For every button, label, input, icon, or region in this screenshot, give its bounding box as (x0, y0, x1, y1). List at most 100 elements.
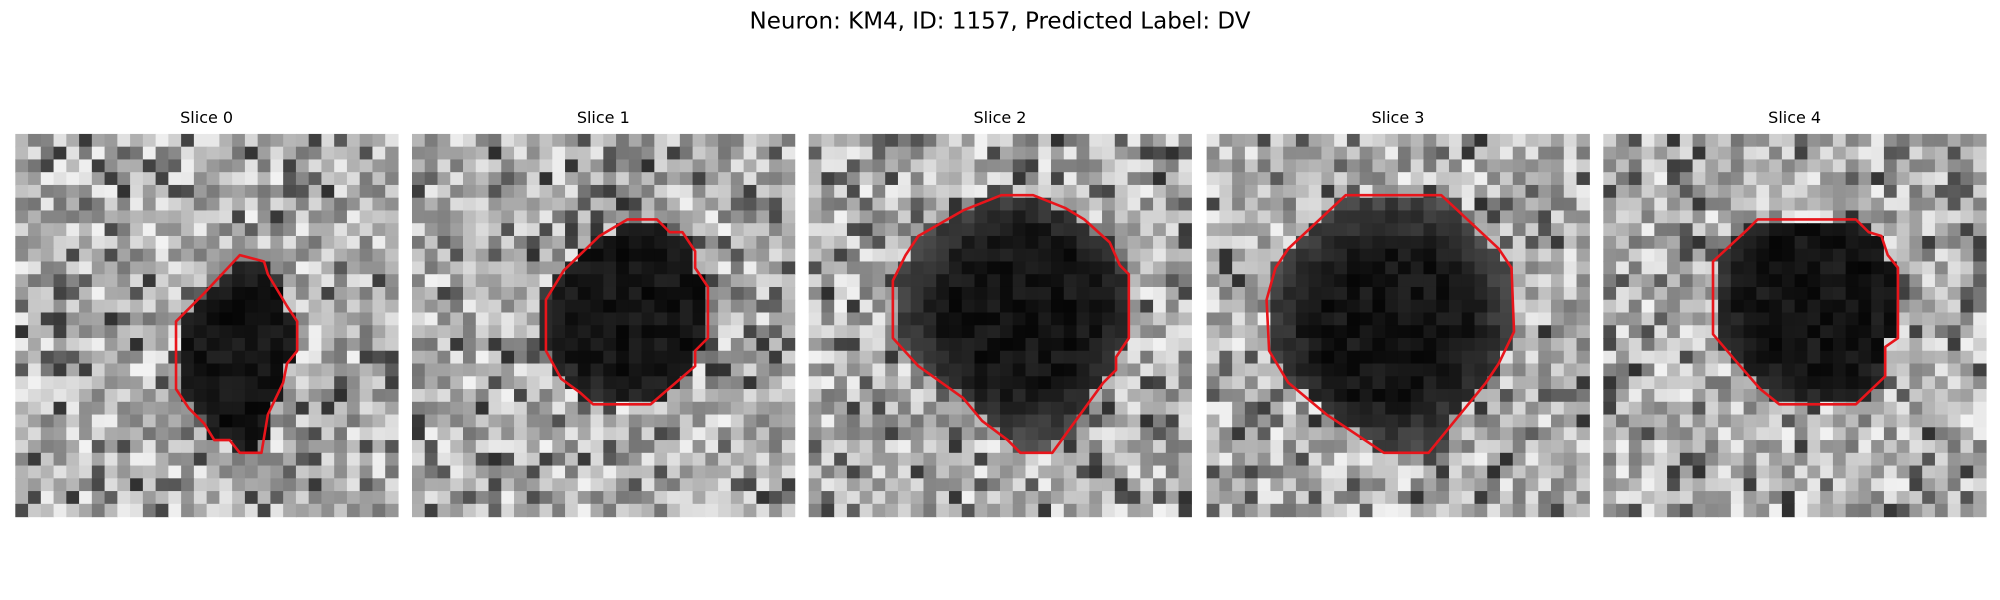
pixel (1140, 223, 1154, 237)
pixel (1667, 235, 1681, 250)
pixel (1845, 452, 1860, 467)
pixel (539, 414, 553, 428)
pixel (117, 338, 131, 352)
pixel (718, 235, 732, 250)
pixel (424, 172, 439, 186)
pixel (577, 350, 592, 365)
pixel (244, 159, 259, 173)
pixel (104, 401, 118, 416)
pixel (1334, 414, 1348, 428)
pixel (1461, 414, 1476, 428)
pixel (1563, 503, 1578, 518)
pixel (1334, 299, 1348, 314)
pixel (232, 210, 246, 224)
pixel (679, 478, 694, 492)
pixel (411, 465, 426, 479)
pixel (1000, 491, 1014, 505)
pixel (219, 312, 233, 326)
pixel (1153, 286, 1167, 301)
pixel (948, 235, 963, 250)
pixel (1832, 427, 1847, 441)
pixel (667, 401, 681, 416)
pixel (1960, 363, 1974, 377)
pixel (1283, 350, 1297, 365)
pixel (1178, 223, 1192, 237)
pixel (705, 401, 719, 416)
pixel (28, 184, 42, 199)
pixel (1551, 350, 1565, 365)
pixel (142, 312, 157, 326)
pixel (53, 286, 67, 301)
pixel (1858, 491, 1872, 505)
pixel (923, 465, 937, 479)
pixel (1295, 452, 1310, 467)
pixel (834, 286, 848, 301)
pixel (1461, 440, 1476, 454)
pixel (974, 491, 988, 505)
pixel (1576, 389, 1590, 403)
pixel (730, 159, 745, 173)
pixel (1127, 248, 1141, 263)
pixel (1654, 414, 1668, 428)
pixel (756, 235, 770, 250)
pixel (155, 491, 169, 505)
pixel (308, 248, 323, 263)
pixel (1102, 299, 1116, 314)
pixel (450, 338, 464, 352)
pixel (91, 363, 106, 377)
pixel (1654, 223, 1668, 237)
pixel (488, 172, 502, 186)
pixel (295, 146, 310, 161)
pixel (743, 210, 757, 224)
pixel (846, 146, 861, 161)
pixel (1960, 299, 1974, 314)
pixel (514, 197, 528, 212)
pixel (1743, 299, 1757, 314)
pixel (193, 427, 208, 441)
pixel (961, 325, 976, 339)
pixel (40, 491, 55, 505)
pixel (1692, 184, 1706, 199)
pixel (1487, 210, 1501, 224)
pixel (872, 427, 886, 441)
pixel (232, 376, 246, 390)
pixel (1321, 440, 1335, 454)
pixel (1525, 299, 1539, 314)
pixel (1641, 159, 1655, 173)
pixel (603, 235, 617, 250)
pixel (1858, 261, 1872, 275)
pixel (1500, 401, 1514, 416)
pixel (1973, 261, 1987, 275)
pixel (948, 184, 963, 199)
pixel (808, 299, 823, 314)
pixel (1883, 184, 1898, 199)
pixel (142, 248, 157, 263)
pixel (1076, 172, 1090, 186)
pixel (1448, 184, 1463, 199)
pixel (1525, 376, 1539, 390)
pixel (1051, 389, 1065, 403)
pixel (730, 325, 745, 339)
pixel (1563, 440, 1578, 454)
pixel (1616, 440, 1630, 454)
pixel (552, 223, 566, 237)
pixel (1089, 452, 1103, 467)
pixel (1012, 223, 1027, 237)
pixel (1525, 184, 1539, 199)
pixel (872, 401, 886, 416)
pixel (679, 197, 694, 212)
pixel (411, 184, 426, 199)
pixel (1883, 350, 1898, 365)
pixel (1922, 414, 1936, 428)
pixel (232, 401, 246, 416)
pixel (219, 159, 233, 173)
pixel (1025, 491, 1039, 505)
pixel (1743, 210, 1757, 224)
pixel (1114, 146, 1129, 161)
pixel (1178, 491, 1192, 505)
pixel (1346, 350, 1361, 365)
pixel (66, 172, 80, 186)
pixel (91, 376, 106, 390)
pixel (66, 274, 80, 288)
pixel (488, 491, 502, 505)
